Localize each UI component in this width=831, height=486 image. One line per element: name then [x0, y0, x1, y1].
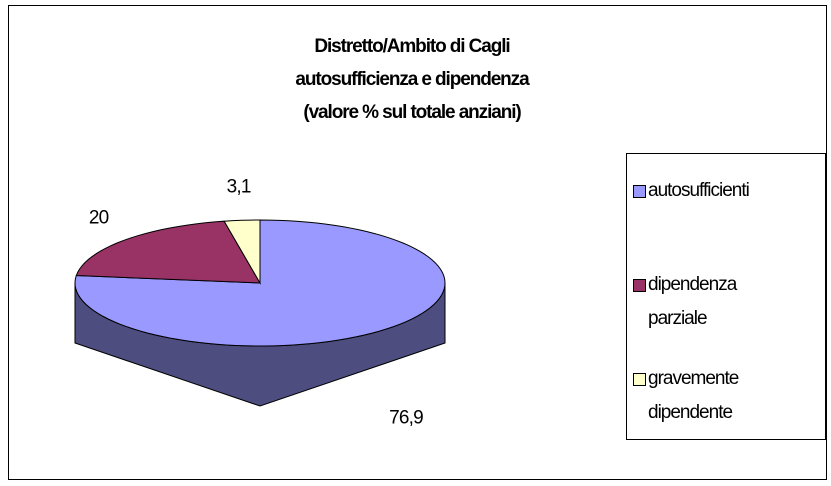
slice — [75, 220, 261, 284]
legend-label: dipendenza parziale — [648, 274, 737, 329]
pie: 76,9 20 3,1 — [74, 176, 446, 428]
legend-swatch — [633, 279, 646, 292]
data-label: 3,1 — [227, 176, 251, 197]
chart-title: autosufficienza e dipendenza — [295, 69, 530, 90]
legend-label: gravemente dipendente — [648, 368, 739, 423]
legend: autosufficienti dipendenza parziale gravem… — [626, 153, 826, 440]
legend-entry: dipendenza parziale — [633, 268, 783, 336]
data-label: 20 — [89, 207, 109, 228]
chart-title: Distretto/Ambito di Cagli — [314, 36, 509, 57]
legend-entry: autosufficienti — [633, 174, 783, 208]
slice — [223, 219, 261, 285]
legend-swatch — [633, 185, 646, 198]
legend-label: autosufficienti — [648, 180, 750, 201]
data-label: 76,9 — [389, 407, 423, 428]
legend-entry: gravemente dipendente — [633, 362, 783, 430]
chart-title: (valore % sul totale anziani) — [303, 102, 521, 123]
legend-swatch — [633, 373, 646, 386]
